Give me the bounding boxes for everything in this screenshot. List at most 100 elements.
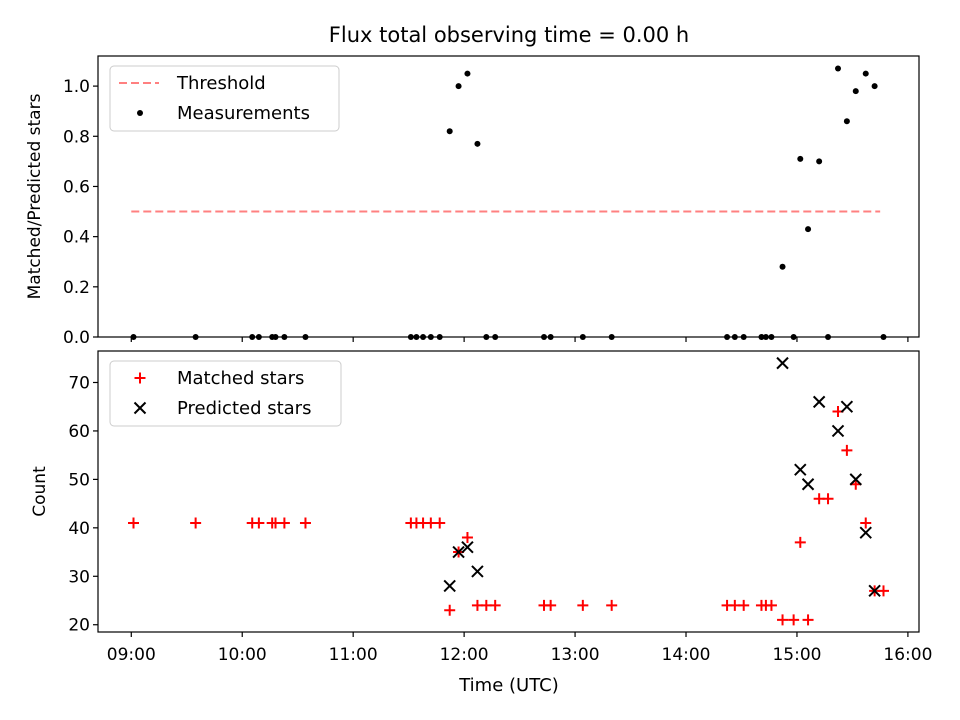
measurement-point bbox=[762, 334, 769, 340]
x-tick-label: 10:00 bbox=[218, 645, 267, 665]
matched-star-point bbox=[444, 604, 456, 616]
legend-box bbox=[109, 360, 342, 427]
measurement-point bbox=[731, 334, 738, 340]
matched-star-point bbox=[134, 372, 146, 384]
measurement-point bbox=[474, 140, 481, 147]
measurement-point bbox=[790, 334, 797, 340]
measurement-point bbox=[835, 65, 842, 72]
measurement-point bbox=[724, 334, 731, 340]
legend-label: Predicted stars bbox=[177, 398, 311, 419]
y-tick-label: 30 bbox=[68, 567, 90, 587]
matched-star-point bbox=[489, 599, 501, 611]
measurement-point bbox=[880, 334, 887, 340]
x-tick-label: 16:00 bbox=[883, 645, 932, 665]
measurement-point bbox=[436, 334, 443, 340]
predicted-star-point bbox=[794, 463, 807, 476]
y-tick-label: 0.0 bbox=[63, 328, 90, 348]
axes-frame bbox=[97, 350, 920, 633]
measurement-point bbox=[483, 334, 490, 340]
measurement-point bbox=[871, 83, 878, 90]
predicted-star-point bbox=[812, 395, 826, 409]
measurement-point bbox=[816, 158, 823, 165]
measurement-point bbox=[579, 334, 586, 340]
measurement-point bbox=[420, 334, 427, 340]
chart-title: Flux total observing time = 0.00 h bbox=[329, 23, 689, 47]
y-axis-label: Matched/Predicted stars bbox=[25, 93, 45, 299]
x-tick-label: 13:00 bbox=[551, 645, 600, 665]
measurement-point bbox=[446, 128, 453, 135]
matched-star-point bbox=[434, 517, 446, 529]
legend-label: Measurements bbox=[177, 103, 310, 124]
y-tick-label: 60 bbox=[68, 422, 90, 442]
predicted-star-point bbox=[443, 579, 456, 593]
measurement-point bbox=[541, 334, 548, 340]
measurement-point bbox=[272, 334, 279, 340]
y-tick-label: 0.4 bbox=[63, 228, 90, 248]
ratio-panel: 0.0 0.2 0.4 0.6 0.8 1.0 Matched/Predicted star… bbox=[25, 55, 920, 348]
matched-star-point bbox=[794, 536, 806, 548]
measurement-point bbox=[805, 226, 812, 233]
y-tick-label: 20 bbox=[68, 616, 90, 636]
predicted-star-point bbox=[801, 478, 815, 491]
measurement-point bbox=[464, 70, 471, 77]
count-panel: 20 30 40 50 60 70 09:00 10:00 11:00 12:00 13:00 14:… bbox=[30, 350, 932, 665]
predicted-star-point bbox=[471, 565, 484, 578]
legend-label: Threshold bbox=[176, 73, 266, 94]
x-tick-label: 12:00 bbox=[440, 645, 489, 665]
predicted-star-point bbox=[452, 545, 465, 559]
measurement-point bbox=[281, 334, 288, 340]
matched-star-point bbox=[738, 599, 750, 611]
measurement-point bbox=[302, 334, 309, 340]
legend: Threshold Measurements bbox=[109, 65, 340, 132]
measurement-point bbox=[740, 334, 747, 340]
x-axis-label: Time (UTC) bbox=[458, 675, 559, 696]
x-tick-label: 11:00 bbox=[329, 645, 378, 665]
y-tick-label: 50 bbox=[68, 470, 90, 490]
measurement-point bbox=[192, 334, 199, 340]
predicted-star-point bbox=[840, 400, 854, 413]
measurement-point bbox=[137, 110, 143, 116]
predicted-star-point bbox=[133, 401, 147, 415]
measurement-point bbox=[768, 334, 775, 340]
measurement-point bbox=[547, 334, 554, 340]
x-tick-label: 14:00 bbox=[662, 645, 711, 665]
matched-star-point bbox=[278, 517, 290, 529]
measurement-point bbox=[492, 334, 499, 340]
y-axis-label: Count bbox=[30, 466, 50, 517]
y-tick-label: 0.2 bbox=[63, 278, 90, 298]
measurement-point bbox=[843, 118, 850, 125]
matched-star-point bbox=[545, 599, 557, 611]
measurement-point bbox=[797, 155, 804, 162]
axes-frame bbox=[97, 55, 920, 338]
y-tick-label: 1.0 bbox=[63, 77, 90, 97]
matched-star-point bbox=[606, 599, 618, 611]
predicted-star-point bbox=[776, 356, 789, 370]
measurement-point bbox=[862, 70, 869, 77]
matched-star-point bbox=[777, 614, 789, 626]
measurement-point bbox=[255, 334, 262, 340]
legend: Matched stars Predicted stars bbox=[109, 360, 342, 427]
matched-star-point bbox=[877, 585, 889, 597]
predicted-star-point bbox=[849, 473, 862, 486]
measurement-point bbox=[608, 334, 615, 340]
matched-star-point bbox=[802, 614, 814, 626]
predicted-star-point bbox=[461, 541, 474, 554]
measurement-point bbox=[407, 334, 414, 340]
legend-label: Matched stars bbox=[177, 368, 304, 389]
matched-star-point bbox=[765, 599, 777, 611]
legend-box bbox=[109, 65, 340, 132]
matched-star-point bbox=[128, 517, 140, 529]
x-tick-label: 09:00 bbox=[107, 645, 156, 665]
matched-star-point bbox=[577, 599, 589, 611]
y-tick-label: 0.6 bbox=[63, 177, 90, 197]
measurement-point bbox=[427, 334, 434, 340]
measurement-point bbox=[130, 334, 137, 340]
predicted-star-point bbox=[859, 526, 872, 539]
y-tick-label: 40 bbox=[68, 519, 90, 539]
measurement-point bbox=[455, 83, 462, 90]
matched-star-point bbox=[299, 517, 311, 529]
matched-star-point bbox=[190, 517, 202, 529]
measurement-point bbox=[779, 263, 786, 270]
measurement-point bbox=[852, 88, 859, 95]
